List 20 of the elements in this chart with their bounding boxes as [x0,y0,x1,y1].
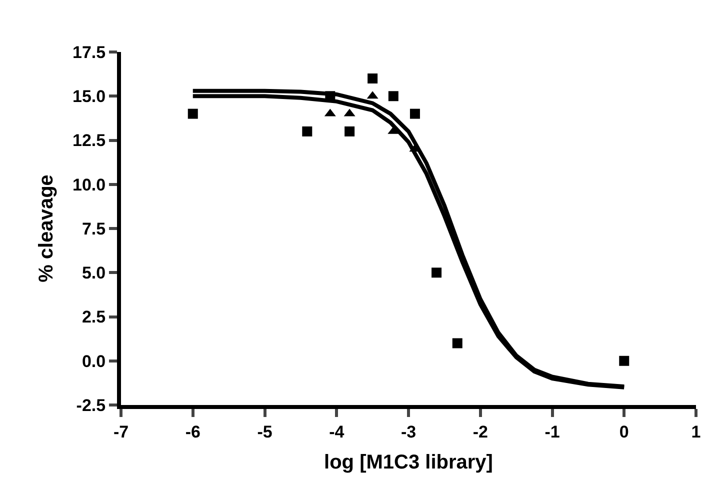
x-tick-label: -5 [257,422,272,442]
y-axis-title: % cleavage [36,174,58,282]
y-tick-label: 7.5 [82,219,106,238]
y-tick-label: 5.0 [82,264,106,283]
x-tick-label: -7 [113,422,129,442]
x-tick-label: 0 [619,422,629,442]
x-tick-label: -3 [400,422,416,442]
x-tick-label: 1 [691,422,701,442]
y-tick-label: 12.5 [72,131,106,150]
y-tick-label: 10.0 [72,175,106,194]
y-tick-label: 17.5 [72,42,106,62]
y-tick-label: 2.5 [82,308,106,327]
y-tick-label: 15.0 [72,87,106,106]
x-tick-label: -6 [185,422,200,442]
y-tick-label: 0.0 [82,352,106,371]
x-axis-title: log [M1C3 library] [324,451,493,474]
y-tick-label: -2.5 [76,396,106,415]
x-tick-label: -4 [329,422,345,442]
x-tick-label: -2 [472,422,488,442]
x-tick-label: -1 [544,422,560,442]
